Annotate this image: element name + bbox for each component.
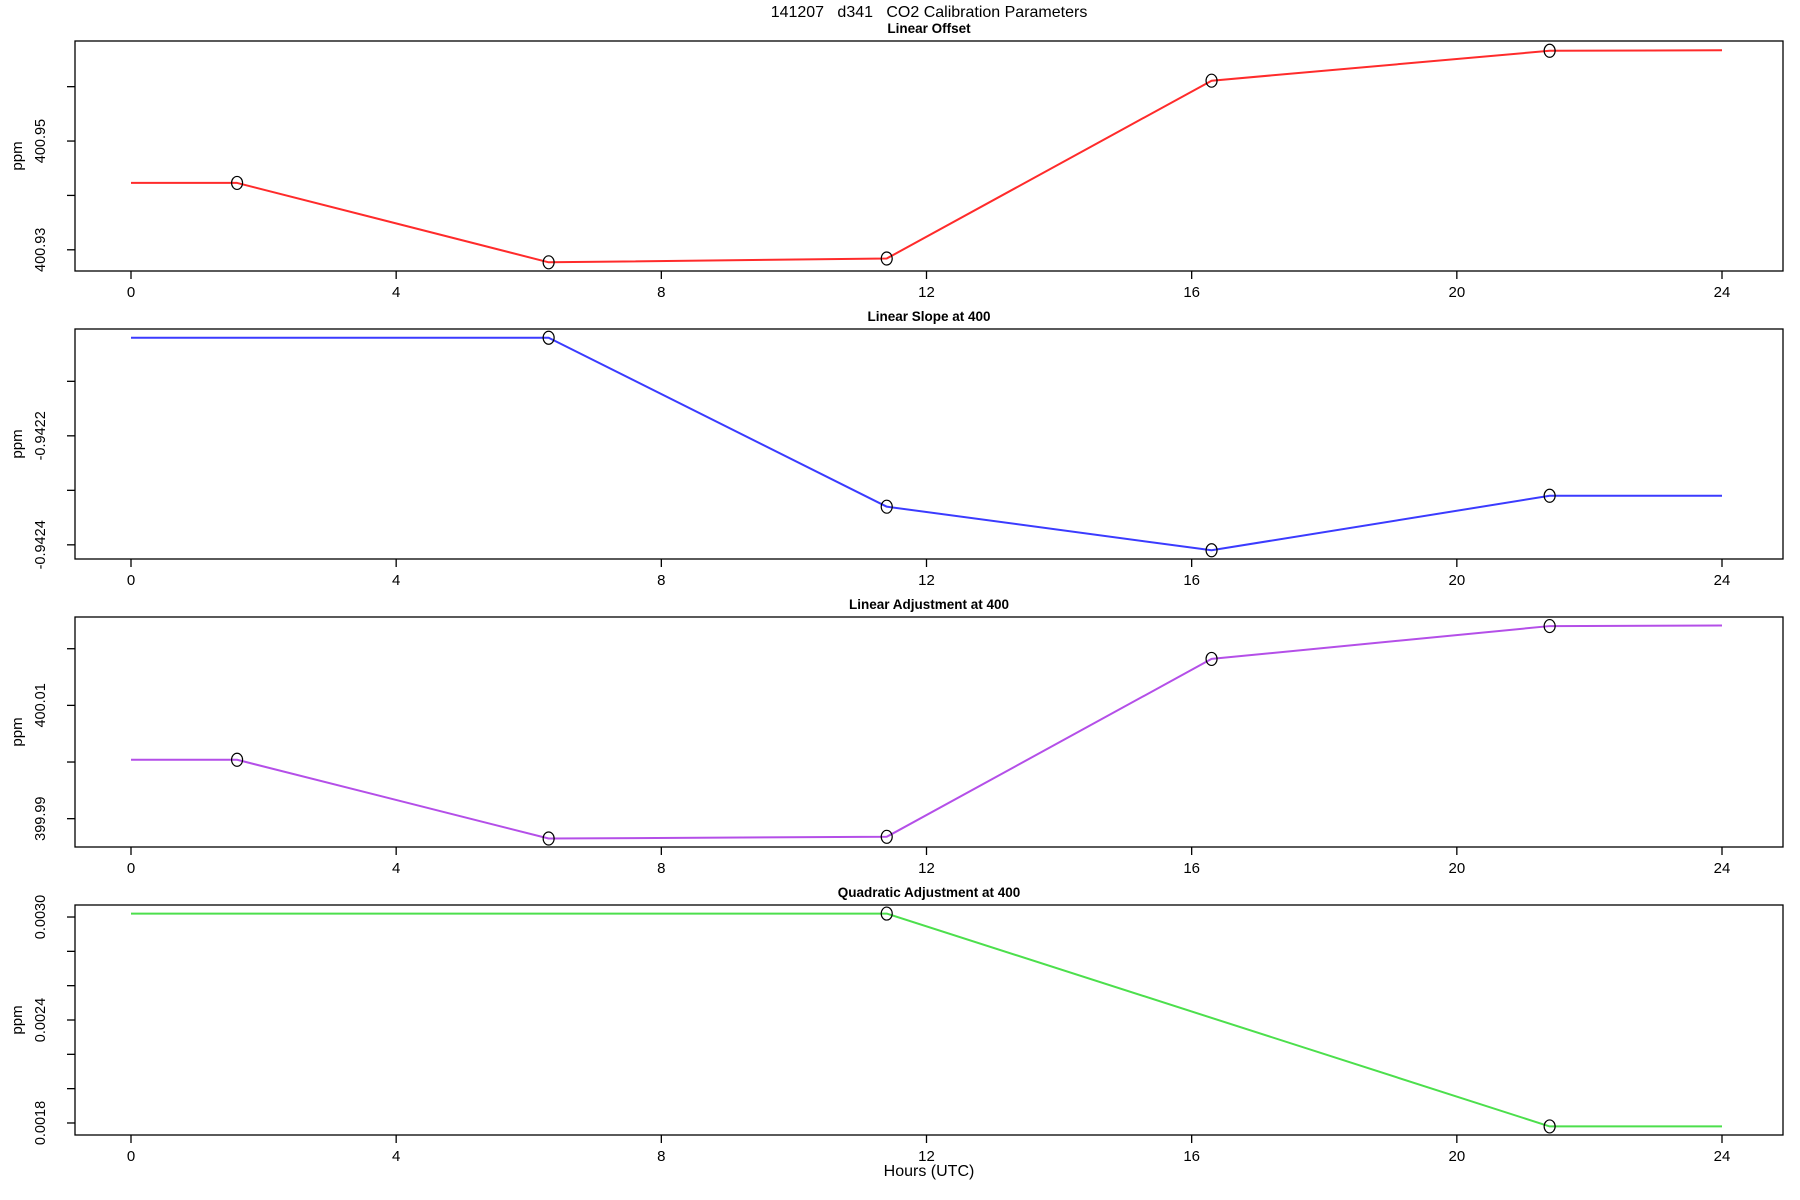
x-tick-label: 4 bbox=[392, 284, 400, 301]
x-tick-label: 16 bbox=[1183, 284, 1200, 301]
series-line bbox=[131, 912, 1722, 1128]
y-axis-label: ppm bbox=[9, 429, 26, 458]
data-point-marker bbox=[880, 499, 893, 514]
data-point-marker bbox=[1543, 1119, 1556, 1134]
y-tick-label: 400.95 bbox=[33, 119, 49, 163]
x-tick-label: 0 bbox=[127, 860, 135, 877]
data-point-marker bbox=[1543, 488, 1556, 503]
series-line bbox=[131, 49, 1723, 264]
x-tick-label: 0 bbox=[127, 284, 135, 301]
x-tick-label: 0 bbox=[127, 572, 135, 589]
data-point-marker bbox=[542, 255, 555, 270]
plot-box bbox=[74, 40, 1784, 272]
y-axis-label: ppm bbox=[9, 141, 26, 170]
x-tick-label: 4 bbox=[392, 860, 400, 877]
panel-title: Linear Adjustment at 400 bbox=[849, 597, 1009, 612]
series-line bbox=[131, 624, 1723, 840]
x-tick-label: 0 bbox=[127, 1148, 135, 1165]
data-point-marker bbox=[1205, 543, 1218, 558]
data-point-marker bbox=[880, 251, 893, 266]
data-point-marker bbox=[542, 330, 555, 345]
data-point-marker bbox=[230, 175, 244, 191]
panel-title: Linear Slope at 400 bbox=[867, 309, 990, 324]
panel-title: Quadratic Adjustment at 400 bbox=[838, 885, 1021, 900]
y-tick-label: 0.0018 bbox=[33, 1101, 49, 1145]
data-point-marker bbox=[880, 906, 893, 921]
plot-box bbox=[74, 616, 1784, 848]
figure-title: 141207 d341 CO2 Calibration Parameters bbox=[770, 4, 1088, 21]
y-tick-label: -0.9422 bbox=[33, 411, 49, 460]
y-tick-label: 0.0030 bbox=[33, 895, 49, 939]
x-tick-label: 16 bbox=[1183, 572, 1200, 589]
x-tick-label: 8 bbox=[657, 860, 665, 877]
data-point-marker bbox=[230, 752, 244, 767]
x-tick-label: 16 bbox=[1183, 860, 1200, 877]
x-tick-label: 24 bbox=[1714, 572, 1731, 589]
y-tick-label: 400.01 bbox=[33, 683, 49, 727]
plot-box bbox=[74, 328, 1784, 560]
x-axis-title: Hours (UTC) bbox=[883, 1163, 975, 1180]
y-axis-label: ppm bbox=[9, 717, 26, 746]
data-point-marker bbox=[880, 829, 893, 844]
data-point-marker bbox=[1205, 651, 1218, 667]
data-point-marker bbox=[1543, 43, 1556, 58]
x-tick-label: 20 bbox=[1448, 284, 1465, 301]
x-tick-label: 4 bbox=[392, 1148, 400, 1165]
x-tick-label: 12 bbox=[918, 1148, 935, 1165]
y-tick-label: -0.9424 bbox=[33, 520, 49, 569]
x-tick-label: 12 bbox=[918, 284, 935, 301]
x-tick-label: 12 bbox=[918, 860, 935, 877]
x-tick-label: 8 bbox=[657, 1148, 665, 1165]
panel-title: Linear Offset bbox=[887, 21, 971, 36]
x-tick-label: 24 bbox=[1714, 1148, 1731, 1165]
x-tick-label: 24 bbox=[1714, 860, 1731, 877]
x-tick-label: 12 bbox=[918, 572, 935, 589]
plot-box bbox=[74, 904, 1784, 1136]
x-tick-label: 20 bbox=[1448, 572, 1465, 589]
series-line bbox=[131, 336, 1722, 552]
data-point-marker bbox=[1543, 618, 1556, 634]
x-tick-label: 8 bbox=[657, 284, 665, 301]
y-axis-label: ppm bbox=[9, 1005, 26, 1034]
x-tick-label: 20 bbox=[1448, 1148, 1465, 1165]
x-tick-label: 16 bbox=[1183, 1148, 1200, 1165]
y-tick-label: 400.93 bbox=[33, 228, 49, 272]
x-tick-label: 8 bbox=[657, 572, 665, 589]
x-tick-label: 4 bbox=[392, 572, 400, 589]
x-tick-label: 24 bbox=[1714, 284, 1731, 301]
data-point-marker bbox=[1205, 73, 1218, 88]
y-tick-label: 0.0024 bbox=[33, 998, 49, 1042]
x-tick-label: 20 bbox=[1448, 860, 1465, 877]
data-point-marker bbox=[542, 831, 555, 846]
y-tick-label: 399.99 bbox=[33, 796, 49, 840]
